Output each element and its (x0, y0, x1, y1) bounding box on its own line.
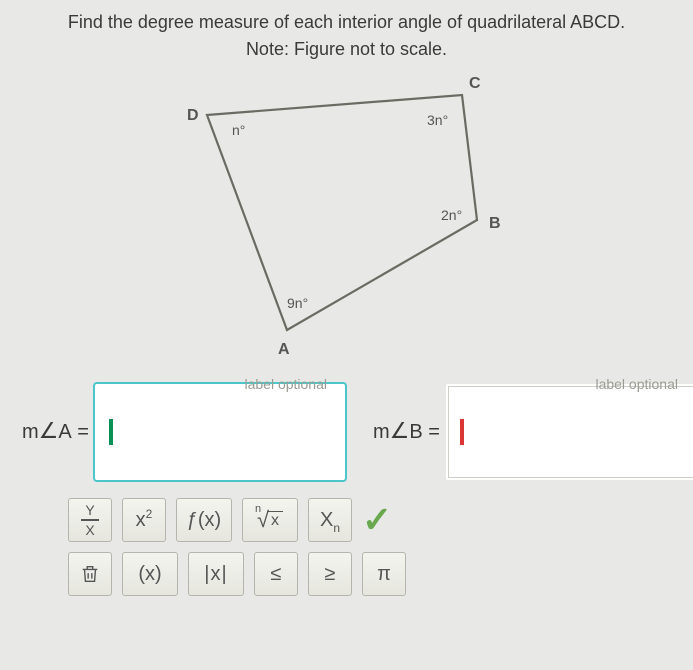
check-icon[interactable]: ✓ (362, 499, 392, 541)
angle-c: 3n° (427, 112, 448, 128)
quadrilateral-figure: D n° C 3n° B 2n° A 9n° (147, 70, 547, 370)
sub-sub: n (333, 521, 340, 535)
math-toolbar: Y X x2 ƒ(x) n √x Xn ✓ (18, 498, 675, 596)
vertex-c-label: C (469, 75, 481, 92)
answer-a-prefix: m∠A = (22, 419, 89, 445)
abs-button[interactable]: |x| (188, 552, 244, 596)
root-radicand: x (267, 511, 283, 530)
question-text: Find the degree measure of each interior… (18, 12, 675, 33)
ge-label: ≥ (325, 563, 336, 586)
answer-a-label-hint: label optional (238, 376, 333, 392)
answer-a-cursor (109, 419, 113, 445)
fraction-button[interactable]: Y X (68, 498, 112, 542)
le-button[interactable]: ≤ (254, 552, 298, 596)
vertex-d-label: D (187, 107, 199, 124)
sub-base: X (320, 509, 333, 531)
figure-container: D n° C 3n° B 2n° A 9n° (18, 70, 675, 370)
answer-b-input[interactable]: label optional (446, 384, 693, 480)
note-text: Note: Figure not to scale. (18, 39, 675, 60)
answer-group-a: m∠A = label optional (22, 384, 345, 480)
ge-button[interactable]: ≥ (308, 552, 352, 596)
angle-b: 2n° (441, 207, 462, 223)
toolbar-row-1: Y X x2 ƒ(x) n √x Xn ✓ (68, 498, 675, 542)
vertex-b-label: B (489, 215, 501, 232)
nth-root-button[interactable]: n √x (242, 498, 298, 542)
le-label: ≤ (271, 563, 282, 586)
power-base: x (136, 509, 146, 531)
paren-label: (x) (138, 563, 161, 586)
frac-bottom: X (85, 523, 94, 537)
frac-top: Y (85, 503, 94, 517)
toolbar-row-2: (x) |x| ≤ ≥ π (68, 552, 675, 596)
root-index: n (255, 503, 261, 515)
answer-b-cursor (460, 419, 464, 445)
subscript-button[interactable]: Xn (308, 498, 352, 542)
pi-button[interactable]: π (362, 552, 406, 596)
function-label: ƒ(x) (187, 509, 221, 532)
paren-button[interactable]: (x) (122, 552, 178, 596)
answer-b-prefix: m∠B = (373, 419, 440, 445)
function-button[interactable]: ƒ(x) (176, 498, 232, 542)
vertex-a-label: A (278, 341, 290, 358)
angle-a: 9n° (287, 295, 308, 311)
abs-label: |x| (204, 563, 227, 586)
pi-label: π (377, 563, 391, 586)
answer-row: m∠A = label optional m∠B = label optiona… (18, 384, 675, 480)
power-button[interactable]: x2 (122, 498, 166, 542)
power-exp: 2 (146, 507, 153, 521)
frac-bar (81, 519, 99, 521)
angle-d: n° (232, 122, 245, 138)
answer-group-b: m∠B = label optional (373, 384, 693, 480)
trash-button[interactable] (68, 552, 112, 596)
answer-b-label-hint: label optional (589, 376, 684, 392)
trash-icon (79, 563, 101, 585)
answer-a-input[interactable]: label optional (95, 384, 345, 480)
